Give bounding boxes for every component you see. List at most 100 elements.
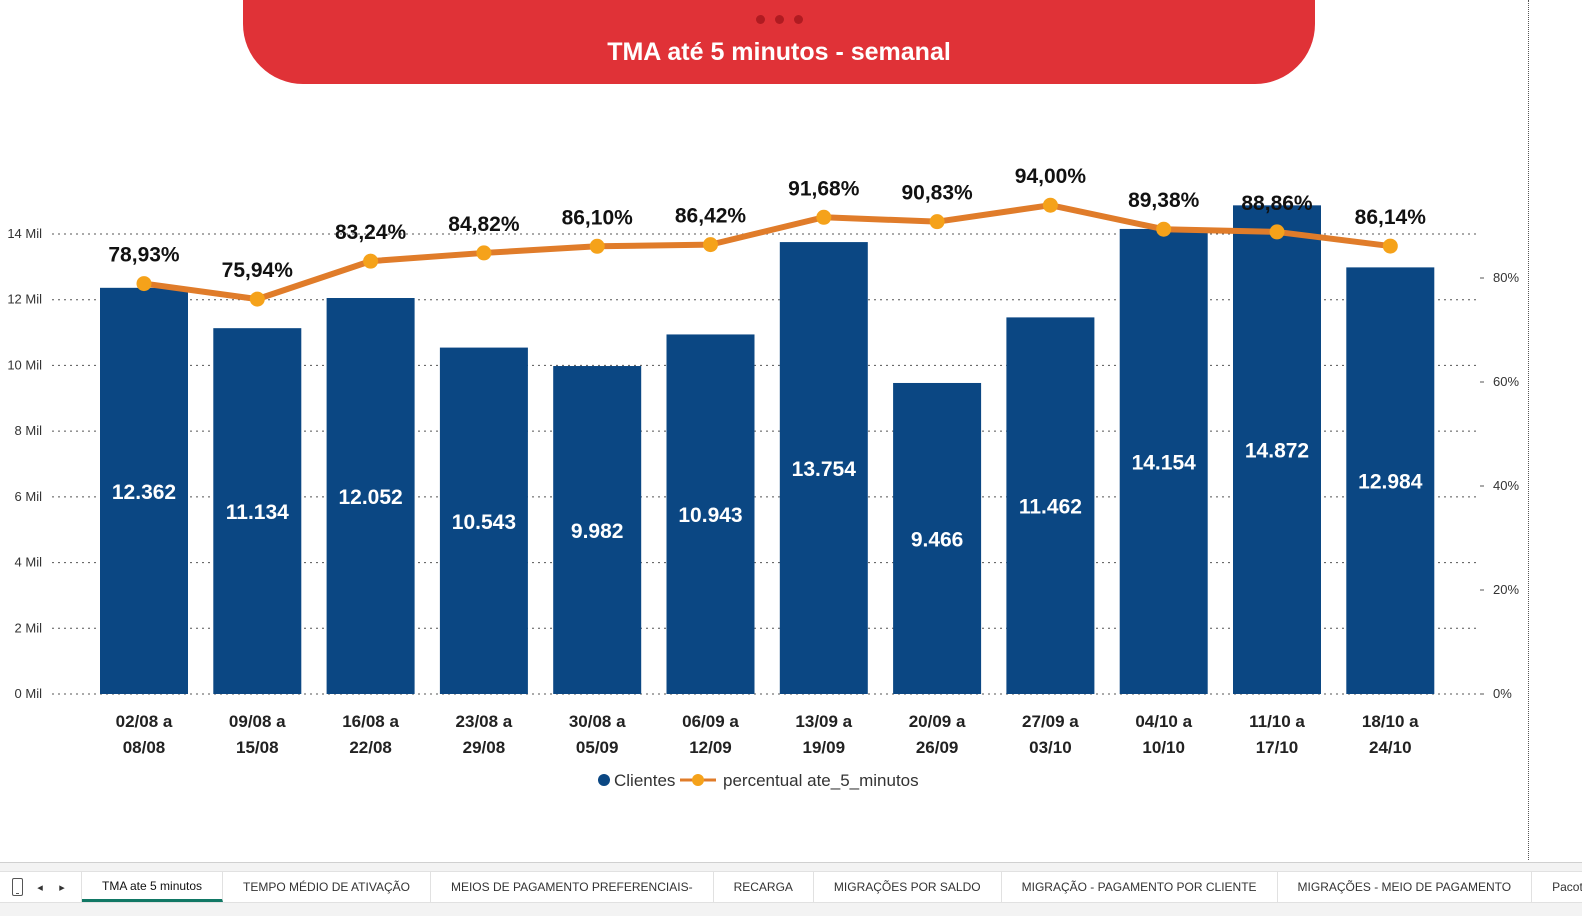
scroll-left-icon[interactable]: ◂ bbox=[37, 881, 43, 894]
bar-data-label: 9.982 bbox=[571, 520, 624, 543]
line-point bbox=[703, 237, 718, 253]
line-data-label: 91,68% bbox=[788, 177, 860, 200]
page-tab[interactable]: RECARGA bbox=[714, 872, 814, 902]
page-tab[interactable]: MIGRAÇÕES - MEIO DE PAGAMENTO bbox=[1278, 872, 1533, 902]
percent-line bbox=[141, 202, 1394, 303]
y-left-tick-label: 12 Mil bbox=[7, 292, 42, 307]
line-point bbox=[816, 209, 832, 225]
more-options-icon[interactable] bbox=[243, 11, 1315, 29]
visual-border bbox=[1528, 0, 1529, 860]
bar bbox=[666, 334, 755, 694]
line-point bbox=[363, 253, 379, 269]
y-right-tick-label: 20% bbox=[1493, 582, 1519, 597]
bar bbox=[1346, 267, 1435, 694]
page-tab[interactable]: MIGRAÇÕES POR SALDO bbox=[814, 872, 1002, 902]
bar bbox=[1119, 228, 1208, 694]
page-tab-bar: ◂ ▸ TMA ate 5 minutos TEMPO MÉDIO DE ATIV… bbox=[0, 862, 1582, 916]
line-point bbox=[1269, 224, 1285, 240]
bar bbox=[553, 366, 642, 694]
y-left-tick-label: 4 Mil bbox=[15, 555, 43, 570]
y-left-tick-label: 8 Mil bbox=[15, 423, 43, 438]
line-point bbox=[1156, 221, 1172, 237]
bar-data-label: 9.466 bbox=[911, 528, 964, 551]
x-tick-label-line2: 29/08 bbox=[463, 738, 506, 757]
y-right-tick-label: 40% bbox=[1493, 478, 1519, 493]
line-data-label: 86,10% bbox=[562, 206, 634, 229]
y-right-tick-label: 60% bbox=[1493, 374, 1519, 389]
x-tick-label-line1: 04/10 a bbox=[1135, 712, 1192, 731]
x-tick-label-line2: 05/09 bbox=[576, 738, 619, 757]
line-data-label: 89,38% bbox=[1128, 189, 1200, 212]
line-point bbox=[1042, 197, 1058, 213]
x-tick-label-line2: 12/09 bbox=[689, 738, 732, 757]
bar bbox=[439, 347, 528, 694]
x-tick-label-line1: 30/08 a bbox=[569, 712, 626, 731]
page-tab[interactable]: TMA ate 5 minutos bbox=[82, 872, 224, 902]
x-tick-label-line1: 27/09 a bbox=[1022, 712, 1079, 731]
line-data-label: 75,94% bbox=[222, 259, 294, 282]
x-tick-label-line1: 18/10 a bbox=[1362, 712, 1419, 731]
bar-data-label: 13.754 bbox=[792, 458, 857, 481]
x-tick-label-line2: 26/09 bbox=[916, 738, 959, 757]
y-left-tick-label: 14 Mil bbox=[7, 226, 42, 241]
bar bbox=[779, 242, 868, 694]
bar-data-label: 14.872 bbox=[1245, 440, 1309, 463]
bar bbox=[1233, 205, 1321, 694]
bar bbox=[1006, 317, 1095, 694]
legend-clientes-label: Clientes bbox=[614, 771, 675, 790]
line-data-label: 94,00% bbox=[1015, 165, 1087, 188]
bar bbox=[893, 382, 982, 694]
bar-data-label: 11.462 bbox=[1019, 496, 1082, 519]
line-point bbox=[1382, 238, 1398, 254]
bar-data-label: 12.052 bbox=[338, 486, 402, 509]
line-point bbox=[136, 276, 152, 292]
line-data-label: 88,86% bbox=[1241, 192, 1313, 215]
bar-data-label: 11.134 bbox=[226, 501, 289, 524]
line-data-label: 86,42% bbox=[675, 205, 747, 228]
x-tick-label-line1: 13/09 a bbox=[795, 712, 852, 731]
line-point bbox=[476, 245, 492, 261]
x-tick-label-line2: 22/08 bbox=[349, 738, 392, 757]
line-data-label: 86,14% bbox=[1355, 206, 1427, 229]
legend-line-marker bbox=[692, 774, 704, 786]
x-tick-label-line1: 02/08 a bbox=[116, 712, 173, 731]
line-data-label: 78,93% bbox=[108, 244, 180, 267]
line-data-label: 84,82% bbox=[448, 213, 520, 236]
scroll-right-icon[interactable]: ▸ bbox=[59, 881, 65, 894]
page-tab[interactable]: Pacote Avulso - MEIO bbox=[1532, 872, 1582, 902]
x-tick-label-line2: 08/08 bbox=[123, 738, 166, 757]
x-tick-label-line1: 20/09 a bbox=[909, 712, 966, 731]
line-point bbox=[249, 291, 265, 307]
x-tick-label-line2: 17/10 bbox=[1256, 738, 1299, 757]
y-right-tick-label: 0% bbox=[1493, 686, 1512, 701]
y-left-tick-label: 6 Mil bbox=[15, 489, 43, 504]
x-tick-label-line1: 23/08 a bbox=[456, 712, 513, 731]
bar bbox=[213, 328, 302, 694]
tab-navigation: ◂ ▸ bbox=[0, 872, 82, 902]
x-tick-label-line2: 15/08 bbox=[236, 738, 279, 757]
bar bbox=[326, 298, 415, 694]
y-left-tick-label: 0 Mil bbox=[15, 686, 43, 701]
y-right-tick-label: 80% bbox=[1493, 270, 1519, 285]
bar-data-label: 12.984 bbox=[1358, 471, 1423, 494]
line-data-label: 90,83% bbox=[901, 182, 973, 205]
x-tick-label-line1: 11/10 a bbox=[1249, 712, 1305, 731]
bar-data-label: 10.543 bbox=[452, 511, 516, 534]
page-tab[interactable]: MEIOS DE PAGAMENTO PREFERENCIAIS- bbox=[431, 872, 714, 902]
x-tick-label-line1: 16/08 a bbox=[342, 712, 399, 731]
mobile-layout-icon[interactable] bbox=[12, 878, 23, 896]
page-tab[interactable]: MIGRAÇÃO - PAGAMENTO POR CLIENTE bbox=[1002, 872, 1278, 902]
line-point bbox=[589, 238, 605, 254]
bar-data-label: 12.362 bbox=[112, 481, 176, 504]
bar bbox=[100, 287, 188, 694]
page-tab[interactable]: TEMPO MÉDIO DE ATIVAÇÃO bbox=[223, 872, 431, 902]
x-tick-label-line1: 06/09 a bbox=[682, 712, 739, 731]
y-left-tick-label: 2 Mil bbox=[15, 620, 43, 635]
x-tick-label-line2: 19/09 bbox=[803, 738, 846, 757]
bar-data-label: 10.943 bbox=[678, 504, 742, 527]
x-tick-label-line1: 09/08 a bbox=[229, 712, 286, 731]
bar-data-label: 14.154 bbox=[1132, 451, 1197, 474]
x-tick-label-line2: 10/10 bbox=[1142, 738, 1185, 757]
legend-clientes-marker bbox=[598, 774, 610, 786]
title-banner: TMA até 5 minutos - semanal bbox=[243, 0, 1315, 84]
